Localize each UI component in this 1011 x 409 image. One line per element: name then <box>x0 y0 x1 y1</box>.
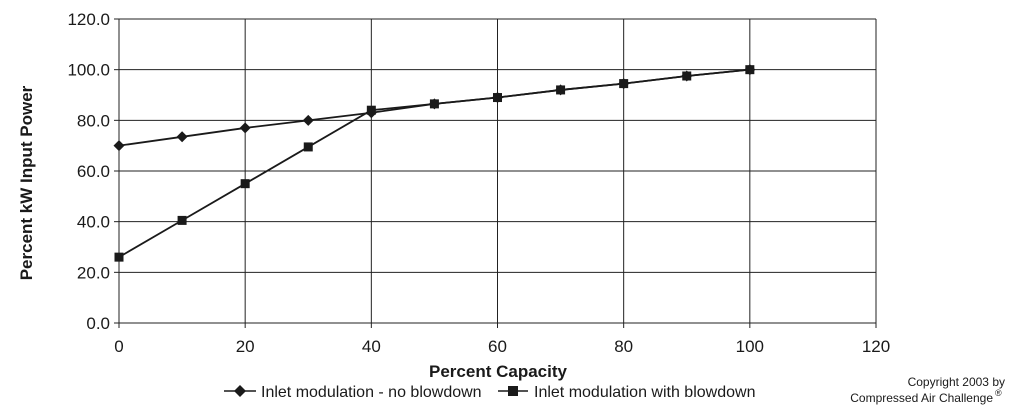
x-tick-label: 120 <box>862 337 890 356</box>
y-axis-title: Percent kW Input Power <box>17 85 36 280</box>
series-lines <box>113 64 756 262</box>
x-tick-label: 80 <box>614 337 633 356</box>
series-with-blowdown <box>114 65 755 262</box>
registered-mark: ® <box>995 388 1002 398</box>
y-tick-label: 120.0 <box>67 10 110 29</box>
x-axis-title: Percent Capacity <box>429 362 567 381</box>
legend-label-with-blowdown: Inlet modulation with blowdown <box>534 384 755 401</box>
y-tick-label: 100.0 <box>67 61 110 80</box>
y-tick-label: 80.0 <box>77 111 110 130</box>
y-axis-ticks: 0.0 20.0 40.0 60.0 80.0 100.0 120.0 <box>67 10 110 333</box>
y-tick-label: 40.0 <box>77 213 110 232</box>
x-axis-ticks: 0 20 40 60 80 100 120 <box>114 337 890 356</box>
square-marker <box>682 71 692 81</box>
diamond-marker <box>302 114 314 126</box>
legend: Inlet modulation - no blowdown Inlet mod… <box>224 384 755 401</box>
x-tick-label: 60 <box>488 337 507 356</box>
square-marker <box>114 252 124 262</box>
legend-diamond-marker <box>234 385 246 397</box>
square-marker <box>429 99 439 109</box>
square-marker <box>366 105 376 115</box>
square-marker <box>240 179 250 189</box>
y-tick-label: 0.0 <box>86 314 110 333</box>
square-marker <box>177 215 187 225</box>
square-marker <box>556 85 566 95</box>
x-tick-label: 40 <box>362 337 381 356</box>
legend-label-no-blowdown: Inlet modulation - no blowdown <box>261 384 482 401</box>
copyright-line-2: Compressed Air Challenge <box>850 391 993 405</box>
square-marker <box>619 79 629 89</box>
diamond-marker <box>239 122 251 134</box>
x-tick-label: 100 <box>736 337 764 356</box>
diamond-marker <box>113 140 125 152</box>
legend-square-marker <box>508 386 518 396</box>
copyright-line-1: Copyright 2003 by <box>908 375 1005 389</box>
grid <box>114 18 877 328</box>
y-tick-label: 20.0 <box>77 263 110 282</box>
x-tick-label: 0 <box>114 337 123 356</box>
square-marker <box>303 142 313 152</box>
series-with-blowdown-line <box>118 68 750 258</box>
y-tick-label: 60.0 <box>77 162 110 181</box>
diamond-marker <box>176 131 188 143</box>
square-marker <box>745 65 755 75</box>
square-marker <box>493 93 502 103</box>
x-tick-label: 20 <box>236 337 255 356</box>
